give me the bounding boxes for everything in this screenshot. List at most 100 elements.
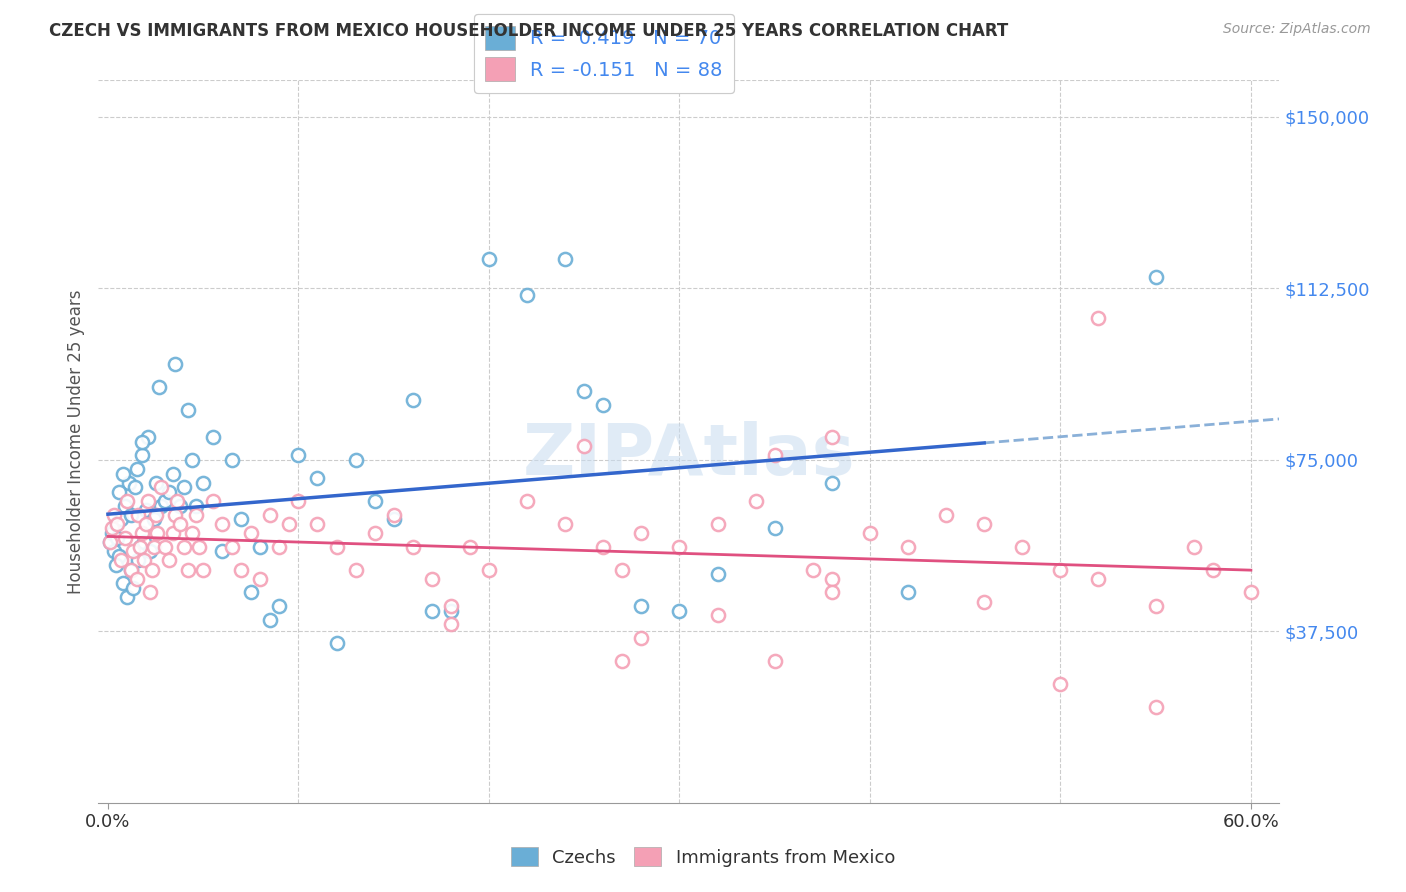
Point — [163, 508, 186, 522]
Point — [125, 572, 148, 586]
Point — [125, 462, 148, 476]
Point — [193, 475, 215, 490]
Point — [135, 516, 157, 531]
Point — [110, 553, 132, 567]
Point — [821, 585, 844, 599]
Point — [114, 499, 136, 513]
Point — [157, 553, 180, 567]
Point — [166, 494, 188, 508]
Point — [325, 540, 347, 554]
Point — [744, 494, 766, 508]
Point — [162, 467, 184, 481]
Point — [173, 480, 195, 494]
Point — [630, 631, 652, 645]
Point — [193, 563, 215, 577]
Point — [98, 535, 121, 549]
Point — [104, 516, 127, 531]
Point — [148, 379, 170, 393]
Point — [706, 608, 728, 623]
Point — [440, 604, 463, 618]
Point — [145, 475, 167, 490]
Point — [249, 540, 271, 554]
Point — [897, 540, 920, 554]
Point — [112, 576, 135, 591]
Point — [344, 453, 367, 467]
Point — [668, 604, 690, 618]
Point — [1087, 572, 1109, 586]
Point — [177, 563, 200, 577]
Point — [145, 508, 167, 522]
Point — [554, 516, 576, 531]
Point — [1182, 540, 1205, 554]
Text: ZIPAtlas: ZIPAtlas — [523, 422, 855, 491]
Point — [763, 448, 786, 462]
Point — [821, 430, 844, 444]
Point — [142, 540, 165, 554]
Point — [269, 599, 291, 614]
Point — [150, 499, 173, 513]
Point — [307, 516, 329, 531]
Point — [129, 540, 152, 554]
Point — [221, 540, 243, 554]
Point — [134, 553, 156, 567]
Point — [112, 467, 135, 481]
Point — [592, 398, 614, 412]
Point — [211, 516, 233, 531]
Point — [107, 516, 129, 531]
Point — [121, 544, 143, 558]
Point — [402, 540, 425, 554]
Point — [139, 544, 162, 558]
Point — [153, 494, 176, 508]
Point — [146, 526, 169, 541]
Point — [259, 508, 281, 522]
Point — [114, 531, 136, 545]
Point — [201, 430, 224, 444]
Point — [1240, 585, 1263, 599]
Point — [259, 613, 281, 627]
Point — [402, 393, 425, 408]
Point — [1144, 269, 1167, 284]
Point — [239, 526, 262, 541]
Point — [120, 508, 142, 522]
Point — [935, 508, 957, 522]
Point — [1087, 311, 1109, 326]
Point — [98, 535, 121, 549]
Point — [516, 494, 538, 508]
Point — [231, 563, 253, 577]
Point — [382, 512, 405, 526]
Legend: Czechs, Immigrants from Mexico: Czechs, Immigrants from Mexico — [503, 840, 903, 874]
Point — [668, 540, 690, 554]
Text: CZECH VS IMMIGRANTS FROM MEXICO HOUSEHOLDER INCOME UNDER 25 YEARS CORRELATION CH: CZECH VS IMMIGRANTS FROM MEXICO HOUSEHOL… — [49, 22, 1008, 40]
Point — [612, 654, 634, 668]
Point — [801, 563, 824, 577]
Point — [184, 499, 207, 513]
Point — [763, 654, 786, 668]
Point — [129, 540, 152, 554]
Point — [134, 535, 156, 549]
Point — [173, 540, 195, 554]
Point — [1144, 599, 1167, 614]
Point — [630, 599, 652, 614]
Point — [118, 475, 141, 490]
Point — [139, 585, 162, 599]
Point — [592, 540, 614, 554]
Point — [363, 494, 385, 508]
Point — [120, 563, 142, 577]
Point — [1144, 699, 1167, 714]
Point — [177, 402, 200, 417]
Point — [157, 484, 180, 499]
Point — [344, 563, 367, 577]
Point — [973, 516, 995, 531]
Point — [859, 526, 882, 541]
Point — [180, 526, 202, 541]
Point — [108, 484, 131, 499]
Point — [142, 512, 165, 526]
Point — [127, 553, 149, 567]
Point — [478, 563, 501, 577]
Point — [706, 516, 728, 531]
Point — [120, 563, 142, 577]
Point — [763, 521, 786, 535]
Point — [554, 252, 576, 266]
Point — [169, 516, 191, 531]
Point — [325, 636, 347, 650]
